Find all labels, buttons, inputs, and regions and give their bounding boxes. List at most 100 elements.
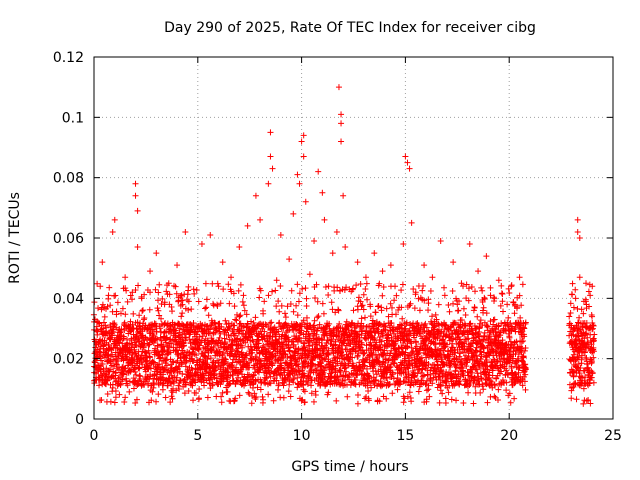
data-point (202, 305, 209, 312)
data-point (204, 394, 211, 401)
data-point (146, 306, 153, 313)
data-point (358, 315, 365, 322)
data-point (130, 310, 137, 317)
data-point (215, 359, 222, 366)
data-point (163, 362, 170, 369)
data-point (160, 380, 167, 387)
data-point (239, 298, 246, 305)
data-point (153, 335, 160, 342)
data-point (290, 341, 297, 348)
data-point (188, 372, 195, 379)
data-point (232, 395, 239, 402)
data-point (95, 305, 102, 312)
data-point (286, 378, 293, 385)
data-point (226, 325, 233, 332)
data-point (95, 319, 102, 326)
data-point (217, 300, 224, 307)
data-point (495, 277, 502, 284)
data-point (140, 343, 147, 350)
data-point (159, 343, 166, 350)
data-point (191, 290, 198, 297)
data-point (202, 280, 209, 287)
data-point (425, 307, 432, 314)
data-point (162, 366, 169, 373)
data-point (190, 286, 197, 293)
data-point (268, 361, 275, 368)
data-point (294, 312, 301, 319)
data-point (172, 283, 179, 290)
data-point (269, 288, 276, 295)
data-point (250, 371, 257, 378)
data-point (267, 380, 274, 387)
data-point (254, 345, 261, 352)
data-point (112, 387, 119, 394)
data-point (415, 388, 422, 395)
data-point (576, 314, 583, 321)
data-point (164, 335, 171, 342)
data-point (167, 399, 174, 406)
data-point (121, 319, 128, 326)
data-point (270, 325, 277, 332)
data-point (465, 389, 472, 396)
data-point (402, 153, 409, 160)
data-point (372, 309, 379, 316)
data-point (302, 285, 309, 292)
data-point (171, 326, 178, 333)
data-point (338, 111, 345, 118)
data-point (122, 394, 129, 401)
data-point (156, 312, 163, 319)
data-point (570, 373, 577, 380)
data-point (101, 313, 108, 320)
data-point (294, 281, 301, 288)
data-point (248, 318, 255, 325)
data-point (226, 300, 233, 307)
data-point (378, 307, 385, 314)
data-point (236, 313, 243, 320)
data-point (119, 376, 126, 383)
data-point (336, 320, 343, 327)
data-point (286, 347, 293, 354)
data-point (193, 352, 200, 359)
data-point (149, 388, 156, 395)
data-point (276, 308, 283, 315)
data-point (280, 394, 287, 401)
data-point (487, 393, 494, 400)
data-point (118, 326, 125, 333)
data-point (470, 400, 477, 407)
data-point (185, 307, 192, 314)
x-tick-label: 5 (193, 428, 202, 444)
data-point (131, 366, 138, 373)
data-point (441, 284, 448, 291)
data-point (98, 397, 105, 404)
data-point (117, 328, 124, 335)
data-point (174, 357, 181, 364)
data-point (273, 303, 280, 310)
data-point (160, 343, 167, 350)
data-point (196, 333, 203, 340)
data-point (285, 388, 292, 395)
data-point (321, 216, 328, 223)
data-point (242, 352, 249, 359)
data-point (446, 308, 453, 315)
data-point (181, 330, 188, 337)
data-point (168, 393, 175, 400)
data-point (152, 286, 159, 293)
data-point (302, 198, 309, 205)
data-point (572, 295, 579, 302)
data-point (426, 393, 433, 400)
data-point (300, 153, 307, 160)
y-tick-label: 0.1 (62, 110, 84, 126)
data-point (198, 241, 205, 248)
data-point (260, 396, 267, 403)
data-point (190, 358, 197, 365)
data-point (221, 335, 228, 342)
data-point (460, 305, 467, 312)
data-point (371, 250, 378, 257)
data-point (222, 317, 229, 324)
data-point (102, 347, 109, 354)
data-point (185, 283, 192, 290)
data-point (311, 317, 318, 324)
data-point (243, 351, 250, 358)
data-point (135, 364, 142, 371)
data-point (91, 358, 98, 365)
